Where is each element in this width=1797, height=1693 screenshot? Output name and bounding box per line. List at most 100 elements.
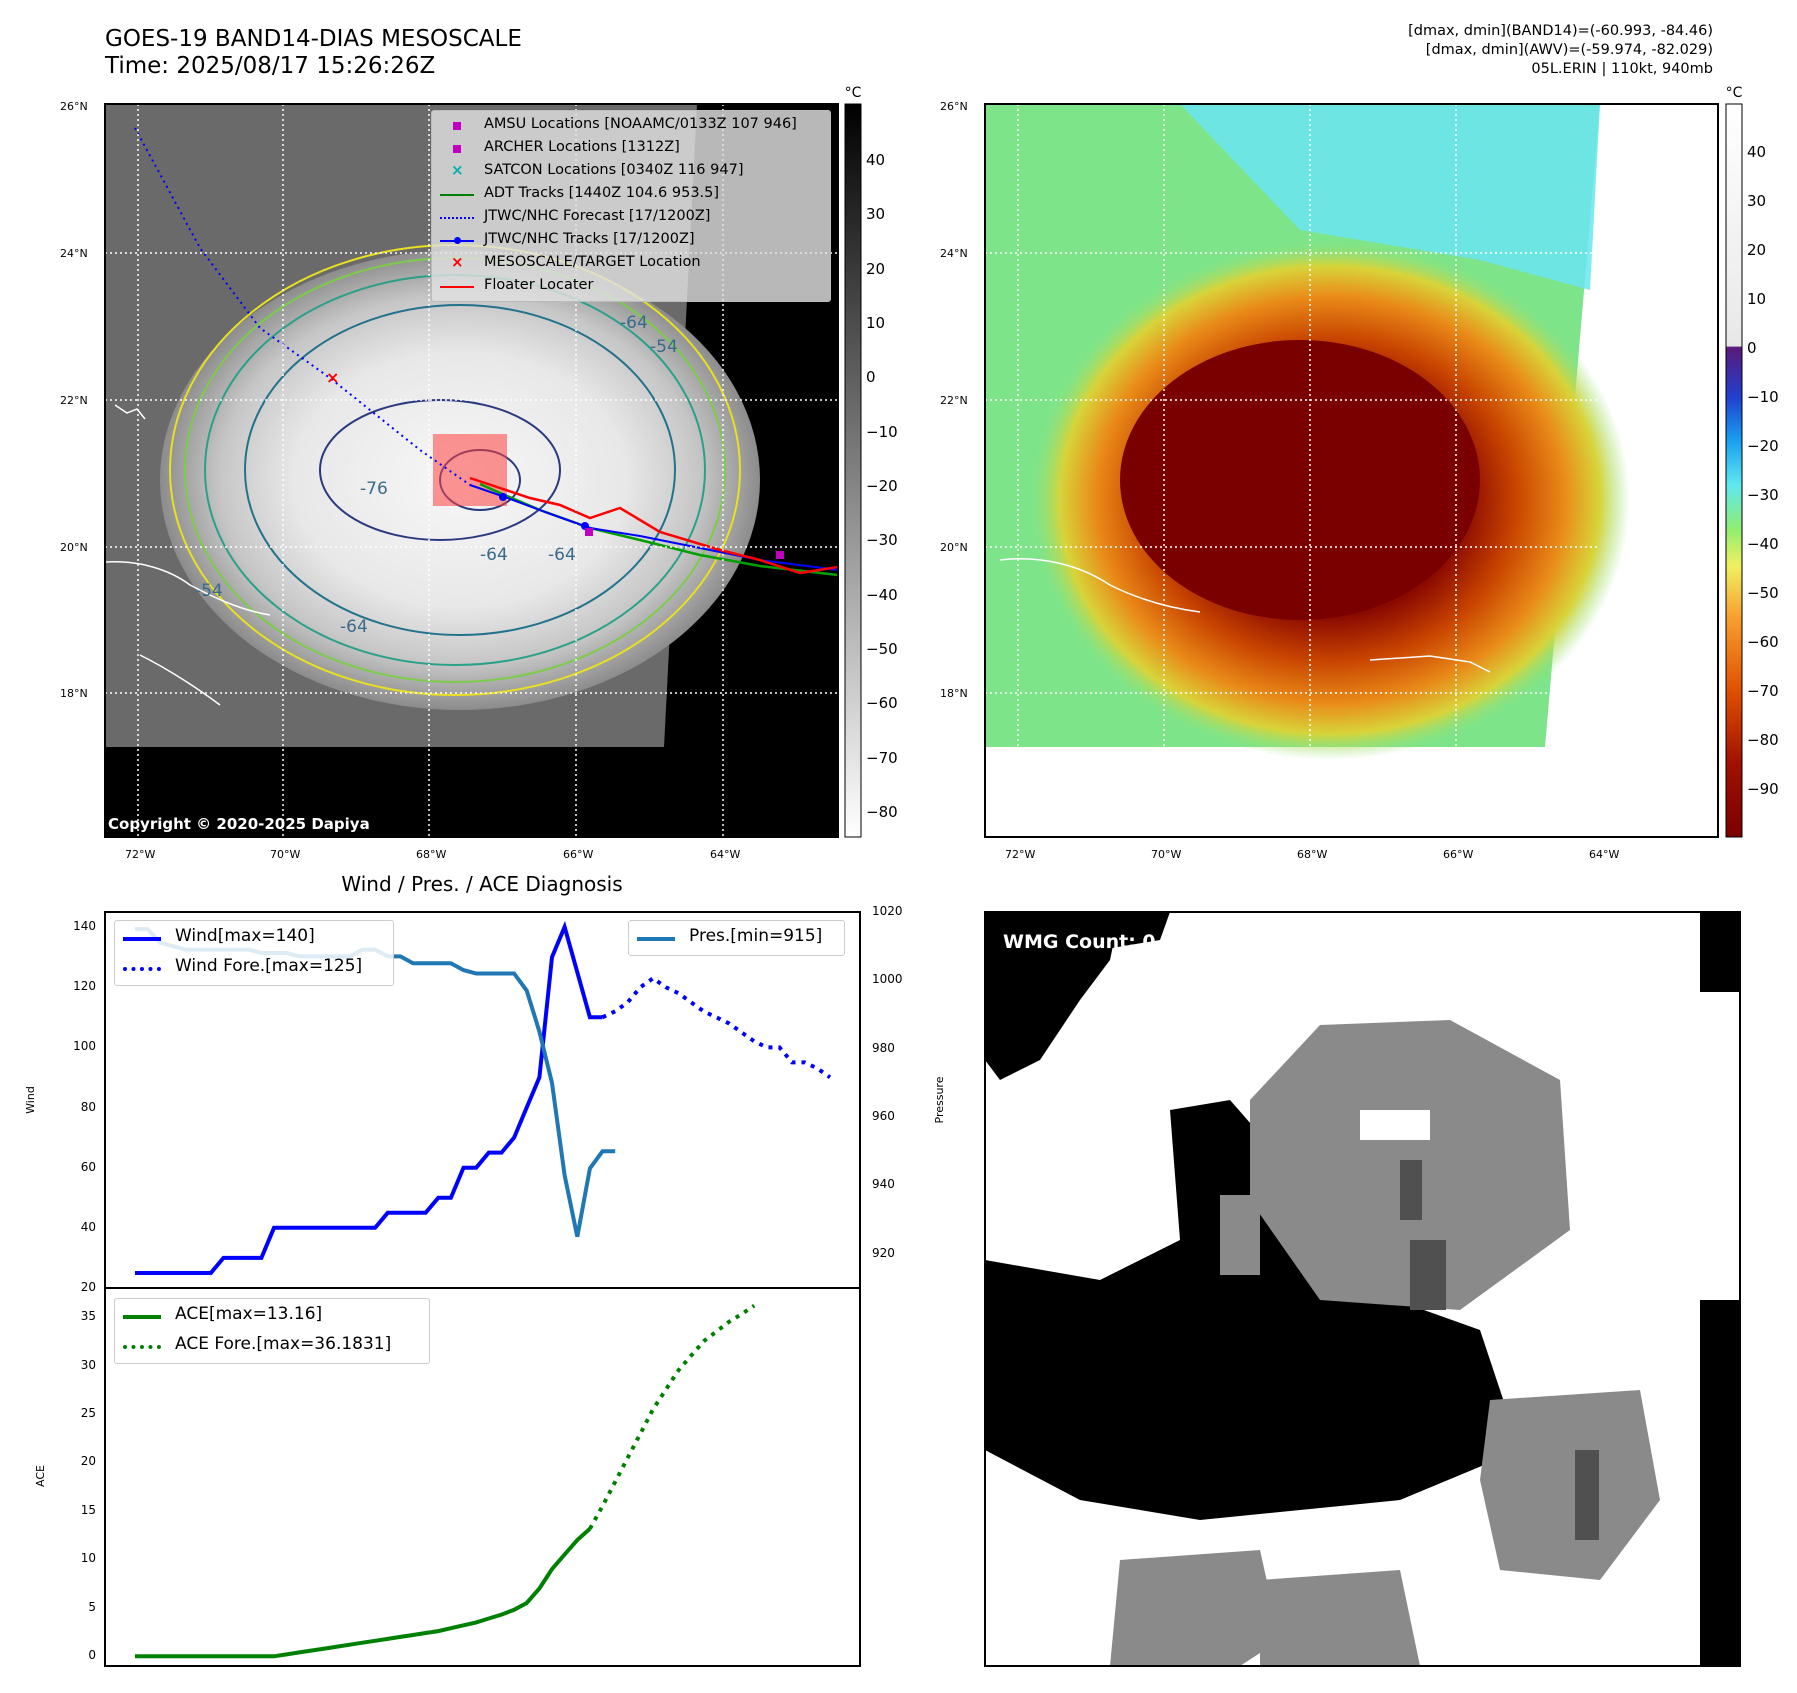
colorbar-tick-label: 0 [866,368,876,387]
y-tick-label: 920 [872,1245,895,1260]
y-tick-label: 140 [73,919,96,934]
colorbar-tick-label: −90 [1747,780,1779,798]
colorbar-tick-label: −30 [866,531,898,550]
legend-label: Pres.[min=915] [689,926,823,946]
colorbar-tick-label: −40 [866,585,898,604]
colorbar-tick-label: 10 [866,314,886,332]
map2-frame [984,103,1719,838]
y-tick-label: 120 [73,979,96,994]
series-line [588,1303,756,1530]
map2-colorbar-ticks: 40 30 20 10 0 −10 −20 −30 −40 −50 −60 −70 −80 −90 [1747,104,1787,837]
legend-label: JTWC/NHC Tracks [17/1200Z] [484,231,695,247]
legend-label: Wind[max=140] [175,926,315,946]
legend-label: JTWC/NHC Forecast [17/1200Z] [484,208,711,224]
legend-entry: Floater Locater [432,276,830,298]
legend-label: Wind Fore.[max=125] [175,956,363,976]
legend-label: AMSU Locations [NOAAMC/0133Z 107 946] [484,116,797,132]
info-line-2: [dmax, dmin](AWV)=(-59.974, -82.029) [1425,42,1713,58]
legend-entry: JTWC/NHC Forecast [17/1200Z] [432,207,830,229]
colorbar-tick-label: −40 [1747,535,1779,553]
wmg-panel [984,911,1741,1667]
series-line [135,920,603,1275]
figure-title: GOES-19 BAND14-DIAS MESOSCALE Time: 2025… [105,26,522,80]
y-tick-label: 1020 [872,904,903,918]
legend-swatch [123,967,161,971]
y-tick-label: 10 [80,1551,96,1566]
map1-colorbar [844,103,862,838]
legend-symbol: × [451,253,464,271]
info-line-1: [dmax, dmin](BAND14)=(-60.993, -84.46) [1408,23,1713,39]
ace-panel-frame [104,1287,861,1667]
legend-label: SATCON Locations [0340Z 116 947] [484,162,744,178]
legend-swatch [123,1315,161,1319]
map2-colorbar [1725,103,1743,838]
ace-yticks: 35 30 25 20 15 10 5 0 [40,1288,100,1666]
colorbar-tick-label: −10 [1747,388,1779,406]
colorbar-tick-label: −50 [866,640,898,658]
contour-label: -64 [340,617,368,637]
legend-entry: AMSU Locations [NOAAMC/0133Z 107 946] [432,115,830,137]
legend-entry: JTWC/NHC Tracks [17/1200Z] [432,230,830,252]
y-tick-label: 40 [80,1219,96,1234]
legend-symbol [440,115,474,137]
y-tick-label: 980 [872,1040,895,1055]
legend-swatch [637,937,675,941]
legend-label: ADT Tracks [1440Z 104.6 953.5] [484,185,720,201]
legend-symbol [440,138,474,160]
map1-legend: AMSU Locations [NOAAMC/0133Z 107 946] ARC… [431,110,831,302]
y-tick-label: 100 [73,1039,96,1054]
contour-label: -76 [360,479,388,499]
wind-legend: Wind[max=140] Wind Fore.[max=125] [114,920,394,986]
colorbar-tick-label: −10 [866,422,898,441]
y-tick-label: 960 [872,1109,895,1124]
y-tick-label: 20 [80,1280,96,1294]
info-line-3: 05L.ERIN | 110kt, 940mb [1531,61,1713,77]
y-tick-label: 940 [872,1177,895,1192]
legend-label: ACE Fore.[max=36.1831] [175,1334,392,1354]
colorbar-tick-label: −70 [866,748,898,767]
legend-entry: × MESOSCALE/TARGET Location [432,253,830,275]
map1-frame [104,103,839,838]
series-line [601,975,832,1080]
contour-label: -54 [650,337,678,357]
y-tick-label: 30 [80,1357,96,1372]
colorbar-tick-label: 30 [866,205,886,224]
colorbar-tick-label: −30 [1747,486,1779,504]
y-tick-label: 15 [80,1502,96,1517]
y-tick-label: 1000 [872,972,903,987]
map2-colorbar-unit: °C [1726,85,1743,101]
y-tick-label: 20 [80,1454,96,1469]
legend-swatch [123,1345,161,1349]
colorbar-tick-label: 40 [866,151,886,169]
y-tick-label: 80 [80,1099,96,1114]
legend-label: ACE[max=13.16] [175,1304,323,1324]
y-tick-label: 0 [88,1648,96,1663]
y-tick-label: 5 [88,1599,96,1614]
contour-label: -64 [620,313,648,333]
y-tick-label: 60 [80,1159,96,1174]
y-tick-label: 25 [80,1406,96,1420]
map1-colorbar-unit: °C [845,85,862,101]
colorbar-tick-label: −50 [1747,584,1779,602]
legend-symbol [440,230,474,252]
legend-symbol: × [451,161,464,179]
map1-contour-labels: -64 -54 -76 -64 -64 -54 -64 [195,313,678,637]
colorbar-tick-label: 20 [1747,241,1767,259]
legend-entry: ARCHER Locations [1312Z] [432,138,830,160]
legend-label: Floater Locater [484,277,594,293]
legend-symbol [440,207,474,229]
legend-label: ARCHER Locations [1312Z] [484,139,680,155]
pressure-legend: Pres.[min=915] [628,920,845,956]
title-line-2: Time: 2025/08/17 15:26:26Z [105,53,436,79]
colorbar-tick-label: −60 [866,694,898,713]
ace-legend: ACE[max=13.16] ACE Fore.[max=36.1831] [114,1298,430,1364]
legend-entry: × SATCON Locations [0340Z 116 947] [432,161,830,183]
colorbar-tick-label: −80 [866,803,898,821]
y-tick-label: 35 [80,1309,96,1324]
legend-entry: ADT Tracks [1440Z 104.6 953.5] [432,184,830,206]
contour-label: -54 [195,581,223,601]
intensity-info: [dmax, dmin](BAND14)=(-60.993, -84.46) [… [1408,22,1713,79]
diagnosis-title: Wind / Pres. / ACE Diagnosis [341,872,622,896]
svg-text:×: × [326,368,339,387]
